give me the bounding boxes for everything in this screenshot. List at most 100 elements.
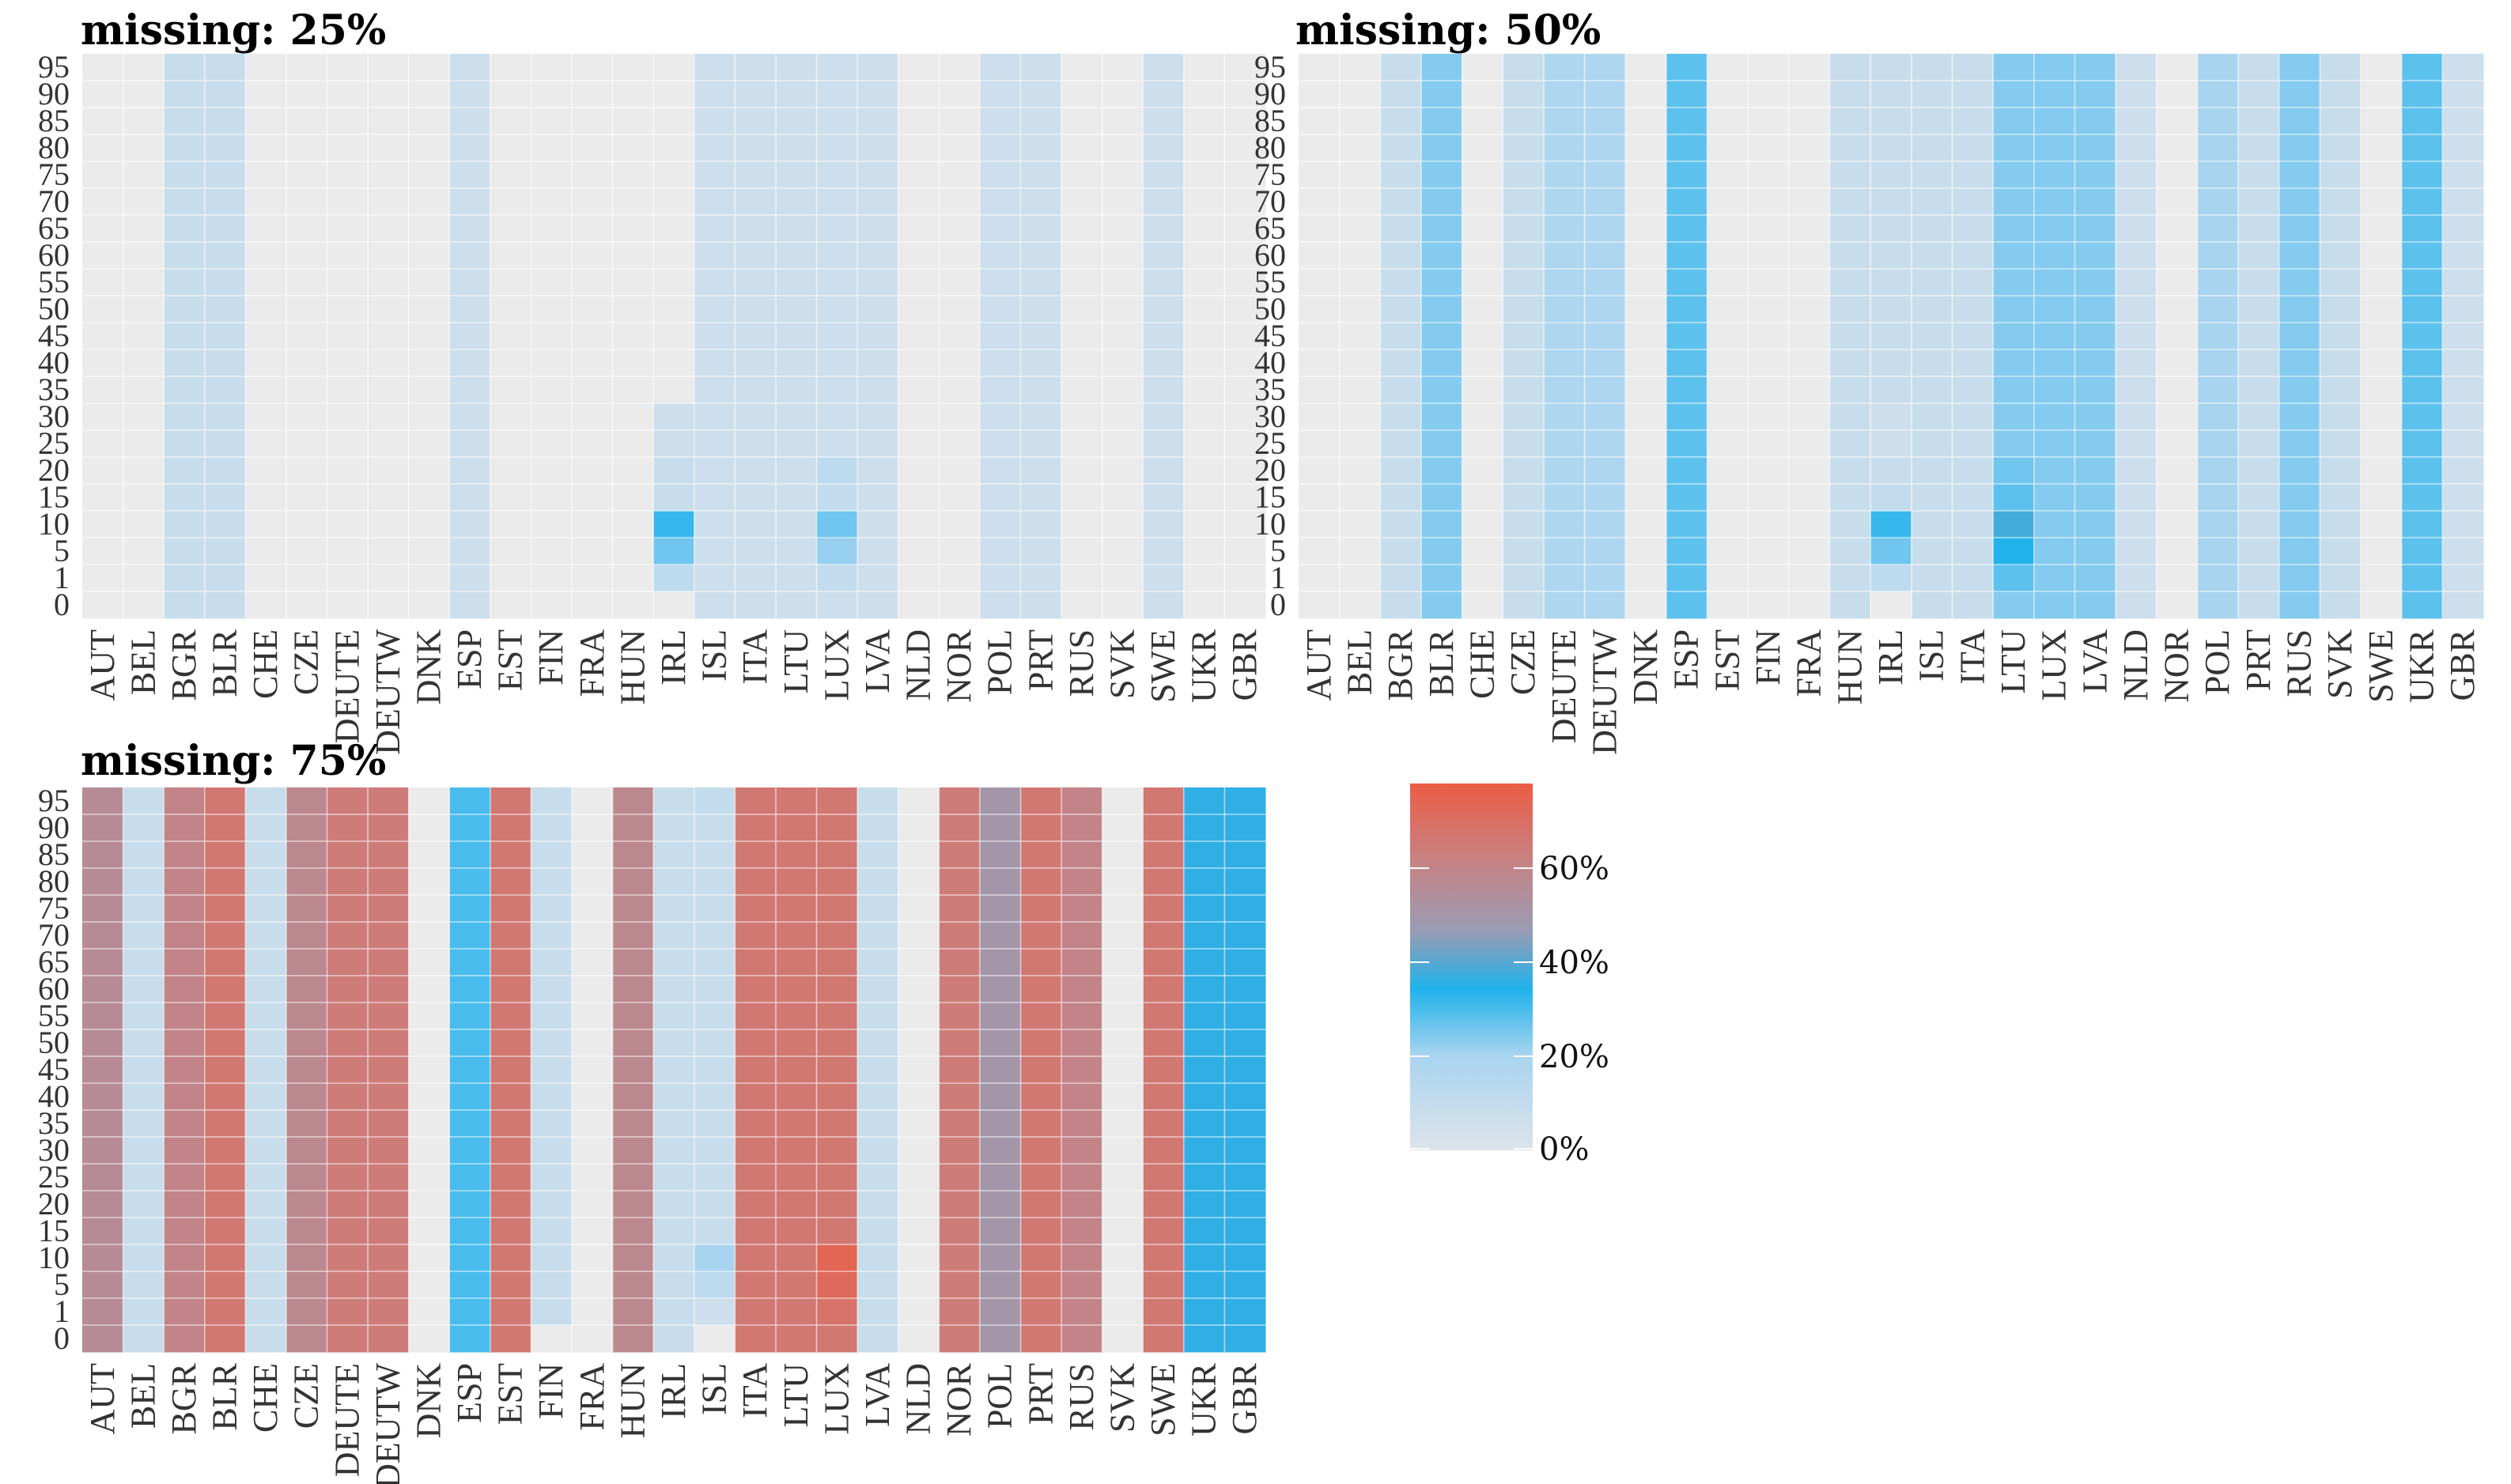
heatmap-cell-NOR-55 [2156,269,2198,296]
heatmap-cell-NLD-25 [898,1164,940,1191]
heatmap-cell-UKR-70 [1183,188,1225,216]
heatmap-cell-DEUTW-85 [1584,108,1626,135]
heatmap-cell-ISL-80 [694,868,736,896]
heatmap-cell-GBR-25 [2442,430,2484,458]
x-tick-label: HUN [613,1363,652,1438]
heatmap-cell-LUX-65 [816,215,858,243]
heatmap-cell-IRL-65 [1870,215,1912,243]
heatmap-cell-BLR-1 [1420,565,1463,592]
x-tick-label: AUT [83,1363,122,1435]
heatmap-cell-GBR-30 [1224,1137,1266,1165]
heatmap-cell-CHE-85 [245,108,287,135]
heatmap-cell-EST-1 [490,1298,531,1326]
y-tick-label: 35 [38,1105,70,1141]
x-tick-label: DNK [409,629,448,705]
heatmap-cell-HUN-85 [1829,108,1871,135]
heatmap-cell-DNK-50 [408,1029,450,1057]
heatmap-cell-HUN-70 [612,922,654,950]
heatmap-cell-ITA-1 [735,1298,777,1326]
heatmap-cell-CZE-70 [286,188,328,216]
heatmap-cell-ISL-30 [1911,403,1953,431]
heatmap-cell-BGR-20 [164,1191,206,1218]
heatmap-cell-LTU-1 [775,1298,818,1326]
heatmap-cell-DNK-5 [408,1271,450,1299]
heatmap-cell-POL-90 [979,81,1021,108]
heatmap-cell-DEUTE-0 [1543,591,1586,619]
heatmap-cell-ESP-80 [449,868,491,896]
heatmap-cell-DEUTE-95 [1543,54,1586,81]
heatmap-cell-FRA-5 [572,1271,614,1299]
heatmap-cell-ISL-60 [694,976,736,1003]
y-tick-label: 50 [38,1025,70,1060]
heatmap-cell-SVK-10 [2320,511,2362,538]
heatmap-cell-FIN-60 [531,242,573,270]
heatmap-cell-ITA-40 [1952,349,1994,377]
heatmap-cell-CHE-20 [245,1191,287,1218]
heatmap-cell-DNK-35 [408,1110,450,1138]
heatmap-cell-EST-0 [1707,591,1749,619]
heatmap-cell-LUX-70 [816,188,858,216]
heatmap-cell-LTU-30 [775,1137,818,1165]
heatmap-cell-LVA-0 [857,591,899,619]
heatmap-cell-LVA-50 [2074,296,2116,323]
heatmap-cell-LVA-5 [2074,538,2116,565]
heatmap-cell-IRL-1 [653,565,695,592]
heatmap-cell-DEUTE-70 [1543,188,1586,216]
heatmap-cell-FIN-10 [531,1244,573,1272]
heatmap-cell-LTU-85 [775,841,818,869]
heatmap-cell-FRA-55 [572,1003,614,1030]
heatmap-cell-ITA-75 [1952,161,1994,189]
heatmap-cell-CZE-30 [1503,403,1545,431]
heatmap-cell-BGR-25 [164,1164,206,1191]
heatmap-cell-SVK-5 [1102,538,1144,565]
heatmap-cell-HUN-30 [612,1137,654,1165]
heatmap-cell-HUN-95 [1829,54,1871,81]
heatmap-cell-DEUTW-50 [368,1029,410,1057]
heatmap-cell-AUT-10 [82,511,124,538]
heatmap-cell-NLD-10 [2116,511,2157,538]
heatmap-cell-SVK-25 [1102,1164,1144,1191]
heatmap-cell-UKR-95 [1183,54,1225,81]
heatmap-cell-DNK-60 [408,242,450,270]
heatmap-cell-NOR-95 [939,787,981,815]
heatmap-cell-SWE-65 [1143,215,1185,243]
heatmap-cell-HUN-0 [612,1325,654,1353]
heatmap-cell-FRA-85 [572,108,614,135]
heatmap-cell-CHE-5 [245,1271,287,1299]
heatmap-cell-UKR-80 [1183,868,1225,896]
heatmap-cell-LVA-80 [857,868,899,896]
heatmap-cell-LUX-45 [816,1056,858,1084]
heatmap-cell-RUS-60 [2278,242,2320,270]
heatmap-cell-SWE-35 [1143,376,1185,404]
heatmap-cell-PRT-35 [2238,376,2280,404]
x-tick-label: LUX [817,629,856,700]
heatmap-cell-RUS-5 [1061,1271,1103,1299]
heatmap-cell-ISL-10 [694,1244,736,1272]
heatmap-cell-DEUTE-5 [327,1271,369,1299]
heatmap-cell-POL-0 [979,1325,1021,1353]
heatmap-cell-EST-50 [490,296,531,323]
heatmap-cell-FIN-60 [1748,242,1790,270]
heatmap-cell-AUT-10 [82,1244,124,1272]
heatmap-cell-SVK-45 [1102,323,1144,350]
heatmap-cell-PRT-40 [1020,1083,1062,1111]
heatmap-cell-GBR-30 [1224,403,1266,431]
heatmap-cell-SVK-15 [2320,484,2362,512]
heatmap-cell-EST-95 [1707,54,1749,81]
x-tick-label: ESP [450,1363,489,1423]
heatmap-cell-BEL-20 [123,1191,165,1218]
heatmap-cell-POL-45 [979,323,1021,350]
heatmap-cell-BEL-55 [1339,269,1381,296]
heatmap-cell-POL-30 [979,1137,1021,1165]
heatmap-cell-UKR-45 [2401,323,2443,350]
heatmap-cell-FRA-60 [572,976,614,1003]
heatmap-cell-LUX-95 [2033,54,2075,81]
y-tick-label: 45 [38,1052,70,1087]
heatmap-cell-UKR-75 [1183,161,1225,189]
heatmap-cell-ESP-10 [449,1244,491,1272]
heatmap-cell-RUS-85 [1061,841,1103,869]
heatmap-cell-NLD-0 [898,591,940,619]
heatmap-cell-SVK-95 [1102,787,1144,815]
heatmap-cell-DEUTE-75 [327,161,369,189]
heatmap-cell-DEUTE-30 [327,403,369,431]
